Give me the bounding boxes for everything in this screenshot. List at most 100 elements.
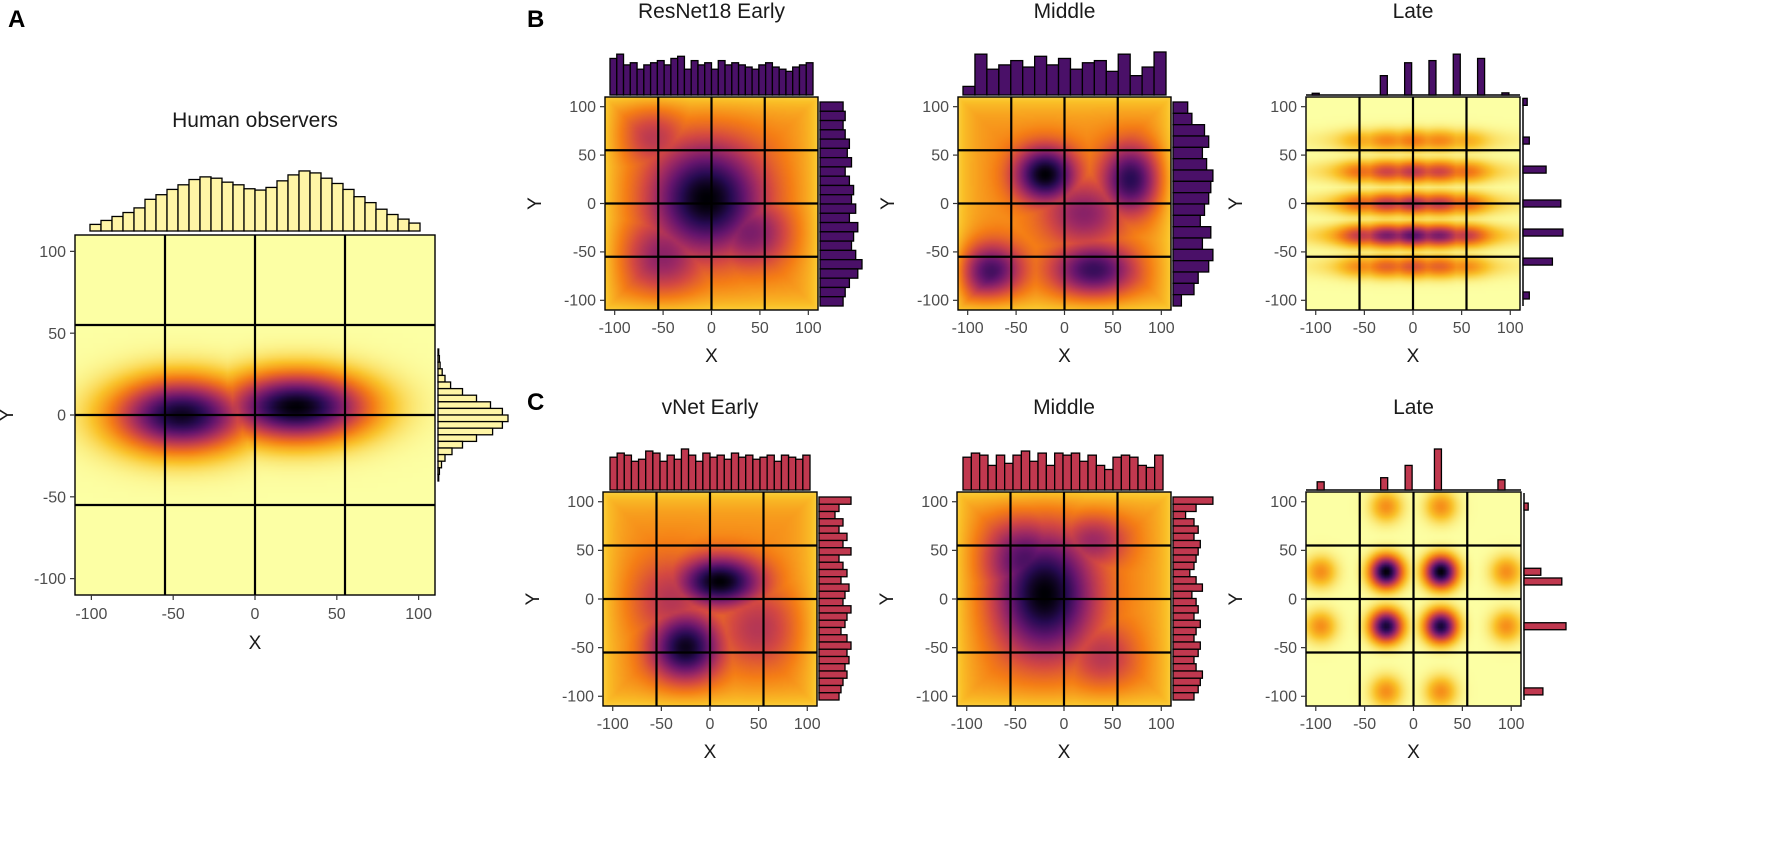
y-marginal-bar — [819, 147, 848, 159]
y-marginal-bar — [1172, 135, 1210, 148]
y-marginal-bar — [1172, 496, 1214, 505]
x-tick-label: 50 — [1453, 716, 1471, 733]
x-marginal-bar — [710, 68, 719, 96]
x-marginal-bar — [680, 448, 690, 491]
x-tick-label: -50 — [162, 606, 185, 623]
y-marginal-bar — [437, 427, 494, 436]
x-marginal-bar — [616, 53, 625, 96]
y-tick-label: 100 — [921, 494, 948, 511]
x-marginal-bar — [199, 176, 212, 232]
x-marginal-bar — [792, 66, 801, 96]
y-tick-label: 50 — [578, 147, 596, 164]
x-marginal-bar — [758, 64, 767, 96]
x-marginal-bar — [298, 170, 311, 232]
y-marginal-bar — [437, 387, 464, 396]
y-marginal-bar — [1522, 291, 1530, 300]
x-marginal-bar — [1112, 456, 1122, 491]
x-marginal-bar — [616, 452, 625, 491]
x-marginal-bar — [133, 207, 146, 232]
x-marginal-bar — [744, 66, 753, 96]
panel-title: Late — [1393, 0, 1434, 23]
x-marginal-bar — [1105, 70, 1119, 96]
y-axis-label: Y — [877, 592, 898, 605]
y-marginal-bar — [819, 138, 851, 150]
x-marginal-bar — [122, 211, 135, 232]
x-marginal-bar — [751, 68, 760, 96]
x-axis-label: X — [1058, 346, 1071, 367]
panel-title: vNet Early — [662, 396, 759, 419]
y-marginal-bar — [818, 532, 848, 542]
x-tick-label: 100 — [794, 716, 821, 733]
y-marginal-bar — [818, 597, 844, 607]
x-marginal-bar — [974, 53, 988, 96]
x-marginal-bar — [397, 218, 410, 232]
x-marginal-bar — [287, 174, 300, 232]
y-marginal-bar — [818, 663, 846, 672]
y-marginal-bar — [819, 296, 844, 307]
y-marginal-bar — [818, 648, 848, 658]
x-marginal-bar — [1154, 454, 1164, 491]
x-tick-label: 50 — [750, 716, 768, 733]
x-tick-label: 100 — [795, 320, 822, 337]
panel-title: Human observers — [172, 109, 338, 132]
y-marginal-bar — [1172, 101, 1189, 114]
y-marginal-bar — [818, 576, 842, 585]
x-marginal-bar — [970, 452, 981, 491]
x-marginal-bar — [1087, 454, 1097, 491]
x-tick-label: -100 — [599, 320, 631, 337]
y-axis-label: Y — [523, 592, 544, 605]
y-tick-label: -50 — [43, 489, 66, 506]
y-marginal-bar — [818, 518, 844, 527]
y-marginal-bar — [818, 554, 840, 563]
y-marginal-bar — [1172, 641, 1201, 650]
x-tick-label: -50 — [1353, 716, 1376, 733]
y-marginal-bar — [1172, 619, 1201, 629]
x-marginal-bar — [962, 85, 976, 96]
y-marginal-bar — [818, 634, 848, 643]
y-tick-label: -100 — [1265, 293, 1297, 310]
x-marginal-bar — [731, 62, 740, 96]
y-tick-label: 0 — [940, 196, 949, 213]
x-marginal-bar — [1079, 460, 1089, 491]
x-marginal-bar — [702, 452, 711, 491]
x-tick-label: 0 — [251, 606, 260, 623]
y-marginal-bar — [1172, 568, 1191, 578]
y-marginal-bar — [1172, 561, 1195, 571]
y-marginal-bar — [437, 453, 446, 462]
x-marginal-bar — [177, 184, 190, 232]
x-marginal-bar — [673, 458, 683, 491]
y-tick-label: 0 — [585, 591, 594, 608]
x-tick-label: 100 — [1497, 320, 1524, 337]
x-marginal-bar — [802, 454, 811, 491]
y-marginal-bar — [1172, 554, 1197, 563]
x-marginal-bar — [1045, 64, 1060, 96]
x-marginal-bar — [724, 64, 733, 96]
x-marginal-bar — [1033, 55, 1048, 96]
x-tick-label: 50 — [1104, 716, 1122, 733]
x-marginal-bar — [1501, 92, 1510, 96]
x-marginal-bar — [1045, 464, 1056, 491]
y-marginal-bar — [819, 286, 846, 298]
x-marginal-bar — [1037, 452, 1047, 491]
x-marginal-bar — [677, 55, 686, 96]
x-marginal-bar — [1380, 477, 1389, 491]
y-marginal-bar — [818, 612, 848, 621]
y-tick-label: 100 — [922, 99, 949, 116]
x-marginal-bar — [979, 454, 989, 491]
panel-human-observers: -100 -50 0 50 100 -100 -50 0 50 100 X Y Human observ… — [0, 109, 509, 654]
x-marginal-bar — [342, 188, 355, 232]
x-marginal-bar — [232, 184, 245, 232]
y-marginal-bar — [437, 368, 443, 377]
x-marginal-bar — [1029, 460, 1039, 491]
x-marginal-bar — [1022, 66, 1036, 96]
y-marginal-bar — [818, 510, 836, 520]
y-marginal-bar — [818, 561, 844, 571]
x-marginal-bar — [723, 458, 733, 491]
x-marginal-bar — [690, 59, 699, 96]
x-marginal-bar — [716, 454, 725, 491]
x-marginal-bar — [1070, 452, 1081, 491]
y-tick-label: 50 — [1279, 147, 1297, 164]
x-marginal-bar — [1476, 57, 1486, 96]
x-tick-label: -100 — [75, 606, 107, 623]
